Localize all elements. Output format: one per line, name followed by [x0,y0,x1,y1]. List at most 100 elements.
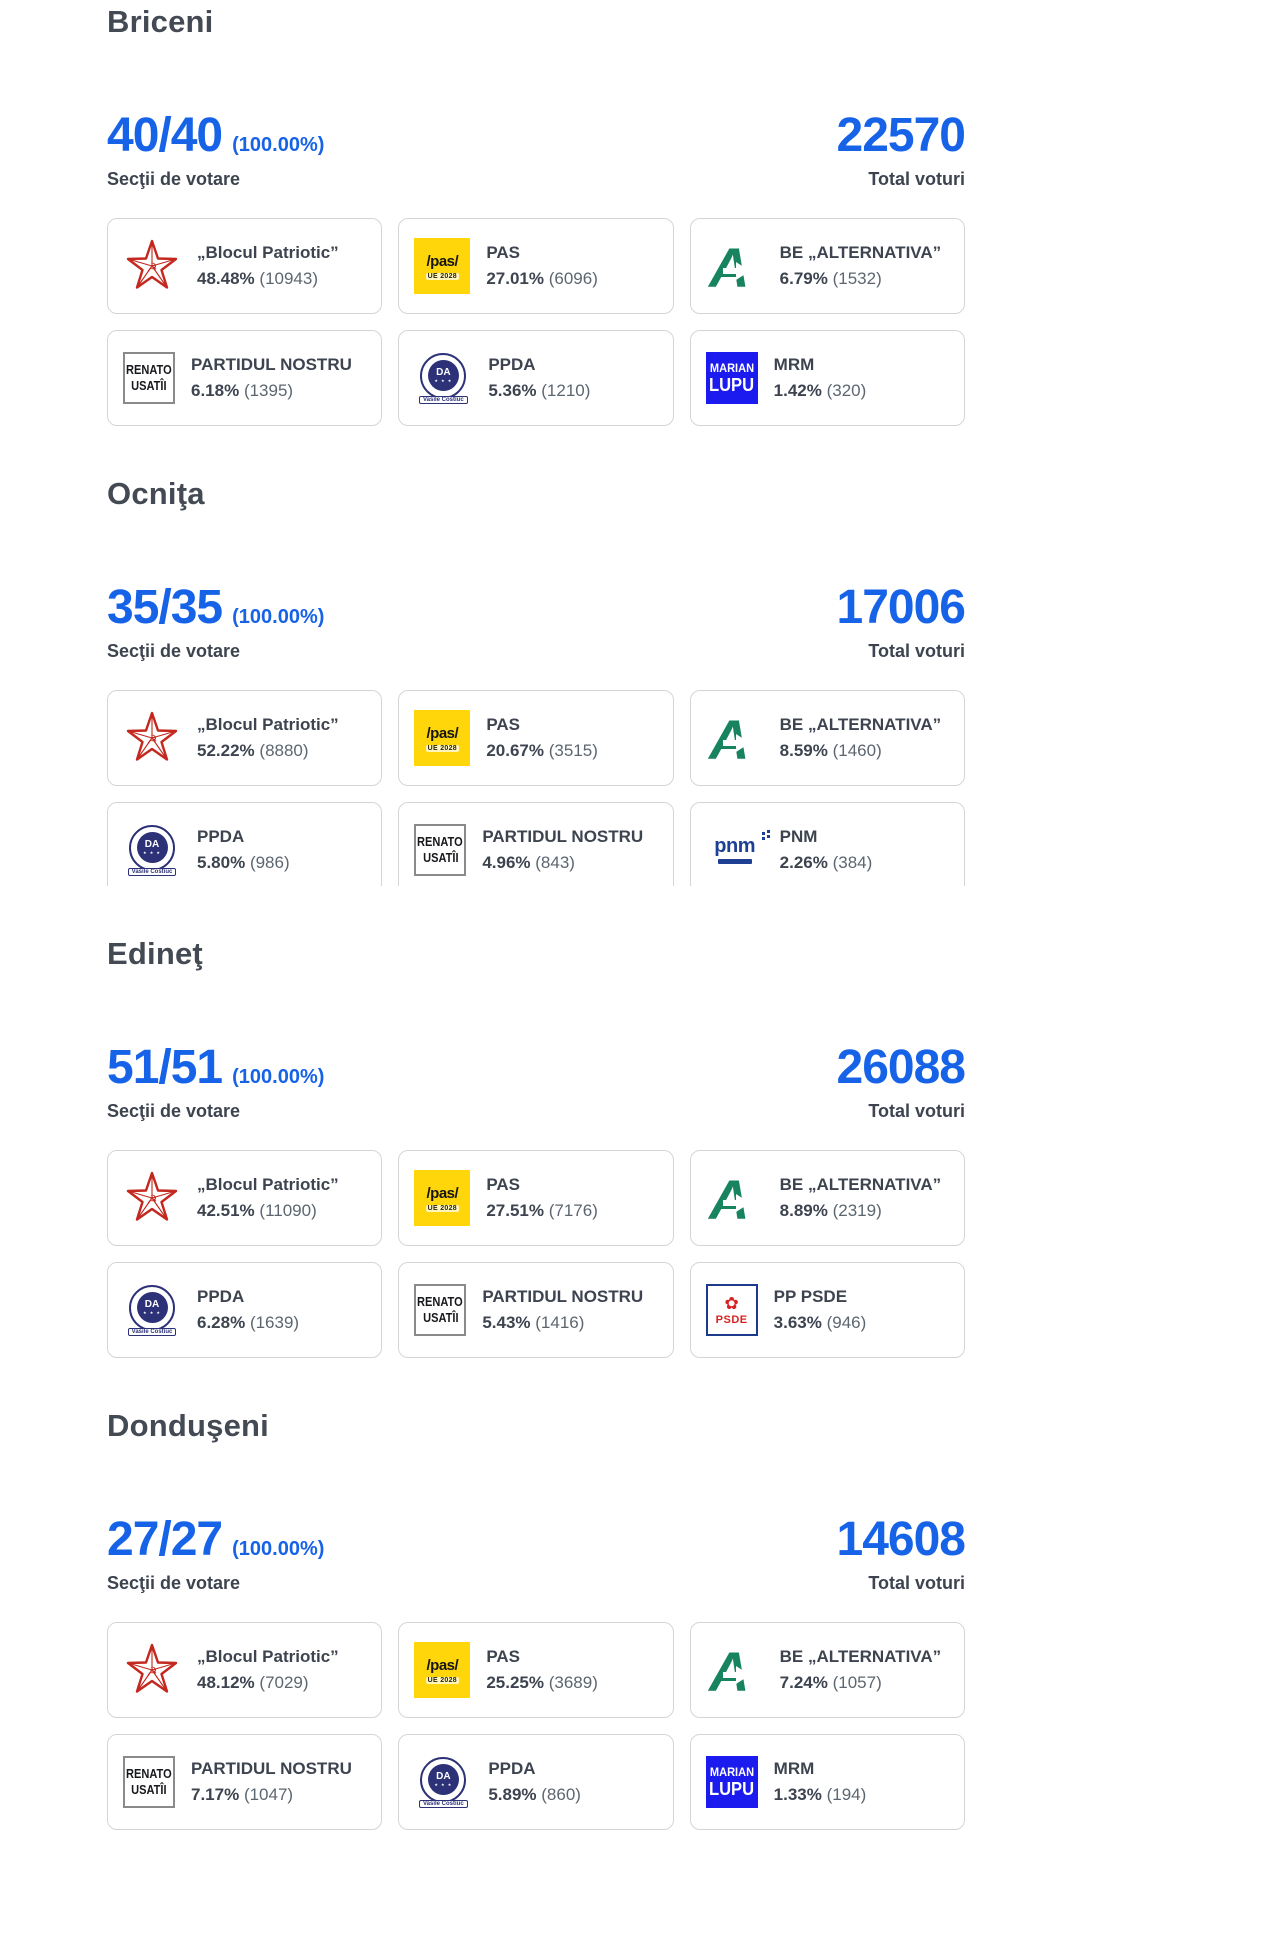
party-score: 25.25% (3689) [486,1673,598,1693]
pas-logo-text: /pas/ [426,724,459,742]
party-votes: (1532) [832,269,882,288]
party-votes: (3515) [548,741,598,760]
stations-percent: (100.00%) [232,134,325,156]
party-result-card: /pas/ UE 2028 PAS 20.67% (3515) [398,690,674,786]
party-percent: 25.25% [486,1673,544,1692]
party-name: PAS [486,1175,521,1194]
party-score: 2.26% (384) [780,853,873,873]
pas-logo-subtext: UE 2028 [425,744,459,752]
party-result-card: DA ★ ★ ★ Vasile Costiuc PPDA 6.28% (1639… [107,1262,383,1358]
party-name: „Blocul Patriotic” [197,1647,339,1666]
party-percent: 48.12% [197,1673,255,1692]
party-percent: 7.24% [779,1673,828,1692]
party-name: PPDA [488,355,536,374]
party-percent: 6.18% [191,381,240,400]
total-votes-block: 26088 Total voturi [837,1044,966,1122]
svg-text:☭: ☭ [147,261,158,275]
party-votes: (320) [826,381,867,400]
party-result-card: ☭ „Blocul Patriotic” 52.22% (8880) [107,690,383,786]
party-percent: 1.42% [773,381,822,400]
svg-text:☭: ☭ [147,1193,158,1207]
party-logo-marian-lupu: MARIAN LUPU [705,1756,758,1808]
ppda-banner-text: Vasile Costiuc [418,1799,468,1808]
party-score: 27.01% (6096) [486,269,598,289]
party-score: 5.36% (1210) [488,381,590,401]
stations-percent: (100.00%) [232,606,325,628]
party-votes: (1210) [541,381,591,400]
party-score: 6.18% (1395) [191,381,352,401]
party-logo-ppda: DA ★ ★ ★ Vasile Costiuc [414,349,472,407]
party-votes: (194) [826,1785,867,1804]
district-stats: 51/51 (100.00%) Secţii de votare 26088 T… [107,1044,966,1122]
party-votes: (860) [541,1785,581,1804]
party-logo-blocul-patriotic-star: ☭ [123,1169,181,1227]
party-name: PAS [486,243,521,262]
party-percent: 8.89% [779,1201,828,1220]
party-percent: 6.79% [779,269,828,288]
party-percent: 27.01% [486,269,544,288]
party-logo-pas: /pas/ UE 2028 [414,1170,471,1226]
party-logo-psde: ✿ PSDE [705,1284,758,1336]
party-score: 48.12% (7029) [197,1673,339,1693]
ppda-da-text: DA [436,1771,451,1782]
stations-block: 27/27 (100.00%) Secţii de votare [107,1516,324,1594]
party-score: 4.96% (843) [482,853,643,873]
svg-text:A: A [708,1171,749,1225]
district-stats: 40/40 (100.00%) Secţii de votare 22570 T… [107,109,966,190]
party-percent: 20.67% [486,741,544,760]
party-votes: (946) [826,1313,867,1332]
total-votes-count: 14608 [836,1513,966,1566]
party-result-card: RENATO USATÎI PARTIDUL NOSTRU 6.18% (139… [107,330,383,426]
party-score: 42.51% (11090) [197,1201,339,1221]
party-logo-alternativa: A [706,1169,764,1227]
ppda-stars: ★ ★ ★ [434,378,453,383]
total-votes-count: 22570 [836,109,966,162]
ppda-stars: ★ ★ ★ [143,1310,161,1315]
stations-count: 35/35 [107,581,223,634]
stations-block: 35/35 (100.00%) Secţii de votare [107,584,324,662]
party-logo-ppda: DA ★ ★ ★ Vasile Costiuc [123,821,181,879]
party-result-card: ✿ PSDE PP PSDE 3.63% (946) [689,1262,965,1358]
party-percent: 3.63% [773,1313,822,1332]
party-votes: (8880) [259,741,309,760]
party-votes: (11090) [259,1201,317,1220]
blocul-patriotic-star-icon: ☭ [126,1643,178,1693]
party-percent: 6.28% [197,1313,246,1332]
stations-label: Secţii de votare [107,169,241,189]
party-votes: (1047) [243,1785,294,1804]
lupu-logo-line2: LUPU [709,1778,755,1799]
party-logo-pas: /pas/ UE 2028 [414,238,471,294]
party-logo-renato-usatii: RENATO USATÎI [123,352,175,404]
stations-label: Secţii de votare [107,1573,241,1593]
party-score: 27.51% (7176) [486,1201,598,1221]
stations-percent: (100.00%) [232,1538,325,1560]
psde-flower-icon: ✿ [724,1293,739,1313]
pas-logo-text: /pas/ [426,1656,459,1674]
party-percent: 2.26% [779,853,828,872]
district-title: Ocniţa [107,476,205,511]
party-votes: (986) [249,853,290,872]
party-percent: 48.48% [197,269,255,288]
party-votes: (843) [535,853,575,872]
usatii-logo-line1: RENATO [417,834,464,850]
party-name: PPDA [488,1759,536,1778]
usatii-logo-line2: USATÎI [131,1782,167,1797]
party-logo-pas: /pas/ UE 2028 [414,710,471,766]
party-percent: 4.96% [482,853,531,872]
party-logo-marian-lupu: MARIAN LUPU [705,352,758,404]
election-results-page: Briceni 40/40 (100.00%) Secţii de votare… [107,4,966,1830]
alternativa-a-icon: A [708,1643,750,1697]
total-votes-block: 17006 Total voturi [837,584,966,662]
pas-logo-text: /pas/ [426,1184,459,1202]
district-title: Edineţ [107,936,203,971]
pas-logo-subtext: UE 2028 [425,272,459,280]
svg-text:☭: ☭ [147,733,158,747]
svg-text:☭: ☭ [147,1665,158,1679]
party-logo-renato-usatii: RENATO USATÎI [414,824,467,876]
party-name: PP PSDE [773,1287,848,1306]
party-result-card: /pas/ UE 2028 PAS 27.51% (7176) [398,1150,674,1246]
stations-block: 51/51 (100.00%) Secţii de votare [107,1044,324,1122]
usatii-logo-line2: USATÎI [422,1310,459,1325]
party-logo-alternativa: A [706,709,764,767]
total-votes-label: Total voturi [868,1101,965,1121]
